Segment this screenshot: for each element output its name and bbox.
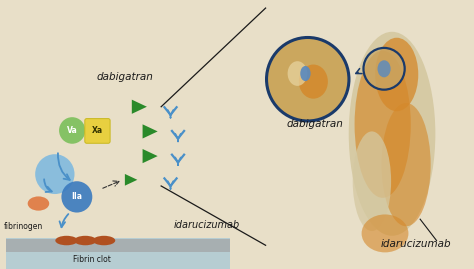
Circle shape <box>59 117 85 144</box>
Ellipse shape <box>299 65 328 99</box>
Circle shape <box>364 48 405 90</box>
Text: IIa: IIa <box>72 192 82 201</box>
Ellipse shape <box>382 103 431 226</box>
Polygon shape <box>132 100 147 114</box>
Text: dabigatran: dabigatran <box>286 119 343 129</box>
Ellipse shape <box>353 132 391 231</box>
Text: idarucizumab: idarucizumab <box>174 220 240 230</box>
Ellipse shape <box>349 32 435 236</box>
Text: dabigatran: dabigatran <box>97 72 154 82</box>
Ellipse shape <box>377 60 391 77</box>
Polygon shape <box>125 174 137 186</box>
Circle shape <box>62 181 92 213</box>
Polygon shape <box>143 124 158 139</box>
Text: idarucizumab: idarucizumab <box>380 239 451 249</box>
Ellipse shape <box>27 196 49 211</box>
Text: fibrinogen: fibrinogen <box>4 222 43 231</box>
Ellipse shape <box>74 236 97 245</box>
Text: Xa: Xa <box>92 126 103 135</box>
Circle shape <box>266 37 349 121</box>
Polygon shape <box>143 149 158 163</box>
Ellipse shape <box>355 51 411 198</box>
Text: Fibrin clot: Fibrin clot <box>73 255 111 264</box>
Ellipse shape <box>93 236 115 245</box>
FancyBboxPatch shape <box>85 119 110 143</box>
Text: Va: Va <box>67 126 78 135</box>
Ellipse shape <box>55 236 78 245</box>
Circle shape <box>35 154 74 194</box>
Bar <box>6 239 230 252</box>
Ellipse shape <box>375 38 418 111</box>
Ellipse shape <box>288 61 307 86</box>
Ellipse shape <box>362 214 409 252</box>
Bar <box>6 238 230 269</box>
Ellipse shape <box>300 66 310 81</box>
